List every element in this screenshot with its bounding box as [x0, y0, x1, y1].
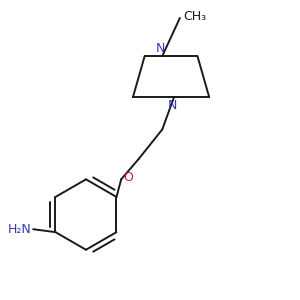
Text: N: N	[156, 42, 166, 55]
Text: N: N	[168, 99, 177, 112]
Text: CH₃: CH₃	[183, 10, 206, 23]
Text: O: O	[124, 171, 134, 184]
Text: H₂N: H₂N	[8, 223, 32, 236]
